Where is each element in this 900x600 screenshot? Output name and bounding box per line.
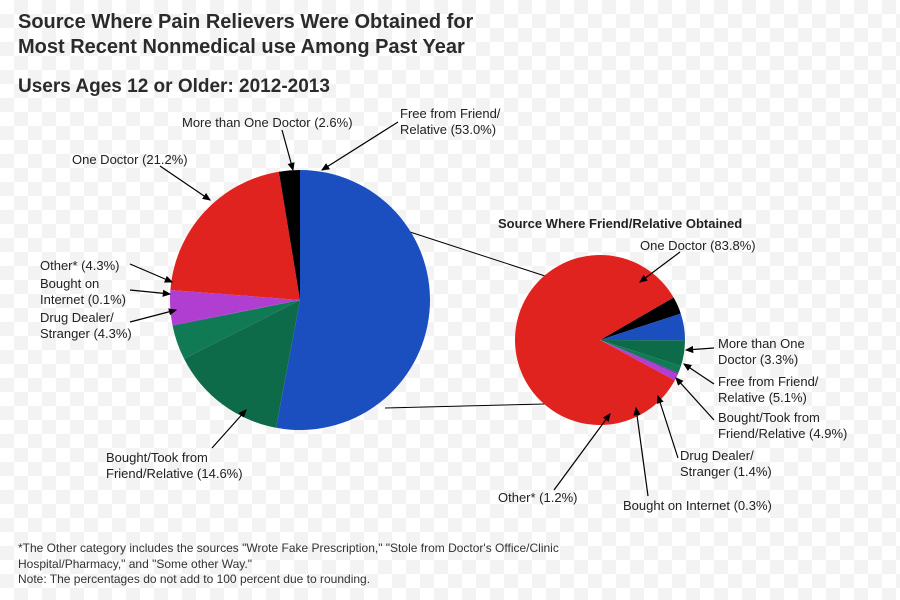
label-p-bought-friend: Bought/Took fromFriend/Relative (14.6%)	[106, 450, 276, 483]
leader-arrow	[686, 348, 714, 350]
leader-arrow	[554, 414, 610, 490]
leader-arrow	[676, 378, 714, 420]
primary-pie	[170, 170, 430, 430]
label-s-bought-friend: Bought/Took fromFriend/Relative (4.9%)	[718, 410, 898, 443]
connector-line	[385, 404, 545, 408]
leader-arrow	[684, 364, 714, 384]
label-s-other: Other* (1.2%)	[498, 490, 577, 506]
footnote-line-2: Hospital/Pharmacy," and "Some other Way.…	[18, 557, 252, 571]
leader-arrow	[658, 396, 678, 458]
leader-arrow	[640, 252, 680, 282]
label-p-dealer: Drug Dealer/Stranger (4.3%)	[40, 310, 160, 343]
label-p-more-one-doctor: More than One Doctor (2.6%)	[182, 115, 353, 131]
secondary-title: Source Where Friend/Relative Obtained	[498, 216, 742, 232]
label-p-one-doctor: One Doctor (21.2%)	[72, 152, 188, 168]
leader-arrow	[636, 408, 648, 496]
label-s-dealer: Drug Dealer/Stranger (1.4%)	[680, 448, 830, 481]
footnote: *The Other category includes the sources…	[18, 541, 559, 588]
label-p-internet: Bought onInternet (0.1%)	[40, 276, 150, 309]
label-s-internet: Bought on Internet (0.3%)	[623, 498, 772, 514]
label-s-more-one-doctor: More than OneDoctor (3.3%)	[718, 336, 868, 369]
label-s-one-doctor: One Doctor (83.8%)	[640, 238, 756, 254]
connector-line	[410, 232, 545, 276]
leader-arrow	[282, 130, 293, 170]
pie-slice	[170, 172, 300, 300]
footnote-line-3: Note: The percentages do not add to 100 …	[18, 572, 370, 586]
label-p-other: Other* (4.3%)	[40, 258, 119, 274]
label-s-free-friend: Free from Friend/Relative (5.1%)	[718, 374, 878, 407]
label-p-free-friend: Free from Friend/Relative (53.0%)	[400, 106, 550, 139]
leader-arrow	[160, 166, 210, 200]
footnote-line-1: *The Other category includes the sources…	[18, 541, 559, 555]
leader-arrow	[212, 410, 246, 448]
chart-content: { "title_line1": "Source Where Pain Reli…	[0, 0, 900, 600]
